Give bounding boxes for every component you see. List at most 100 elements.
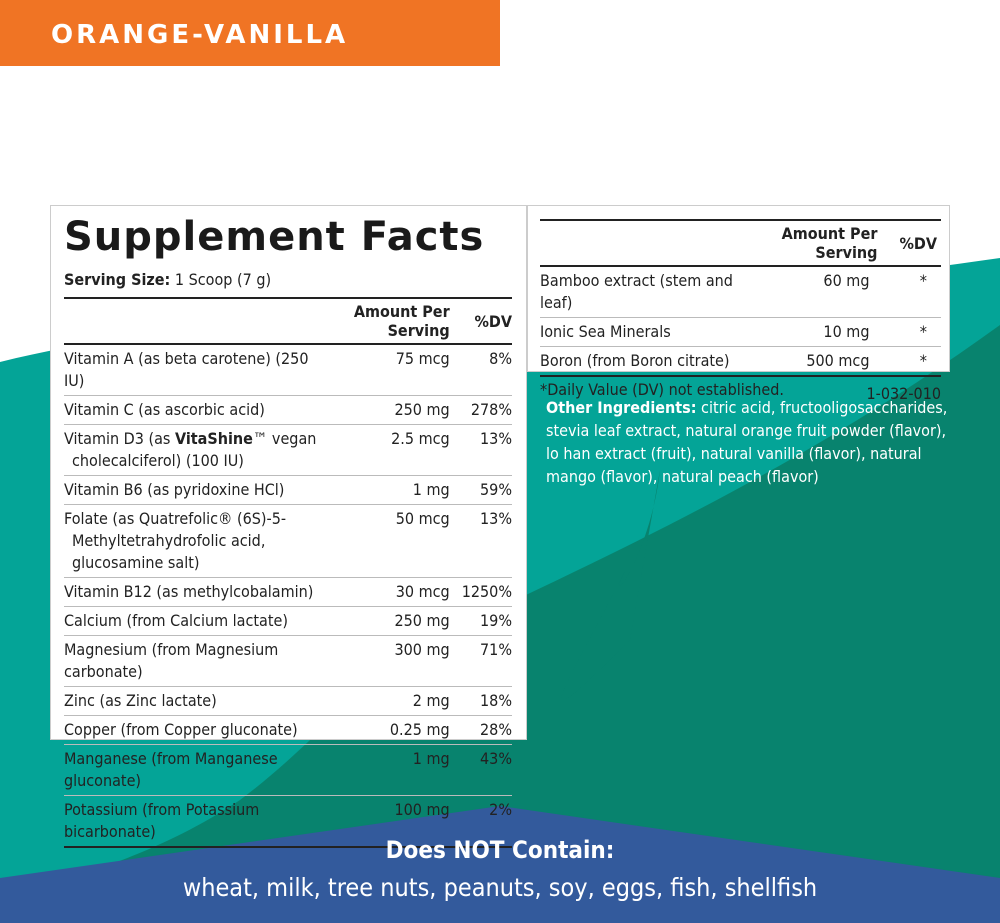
nutrient-name: Boron (from Boron citrate) <box>540 346 734 377</box>
table-row: Potassium (from Potassium bicarbonate) 10… <box>64 795 512 848</box>
nutrient-name: Calcium (from Calcium lactate) <box>64 606 319 636</box>
header-amount: Amount Per Serving <box>318 297 462 345</box>
amount: 1 mg <box>318 744 462 796</box>
brand-name: VitaShine <box>175 429 253 448</box>
table-row: Folate (as Quatrefolic® (6S)-5- Methyltet… <box>64 504 512 578</box>
facts-table-2: Amount Per Serving %DV Bamboo extract (st… <box>540 219 941 377</box>
table-row: Ionic Sea Minerals 10 mg * <box>540 317 941 347</box>
nutrient-name-part: Vitamin A (as beta carotene) (250 IU) <box>64 349 309 390</box>
nutrient-name-cont: cholecalciferol) (100 IU) <box>72 451 244 470</box>
daily-value: 59% <box>461 475 512 505</box>
header-dv: %DV <box>461 297 512 345</box>
amount: 250 mg <box>318 606 462 636</box>
daily-value: 13% <box>461 504 512 578</box>
daily-value: 19% <box>461 606 512 636</box>
amount: 100 mg <box>318 795 462 848</box>
table-row: Copper (from Copper gluconate) 0.25 mg 28% <box>64 715 512 745</box>
nutrient-name-part: Vitamin C (as ascorbic acid) <box>64 400 265 419</box>
table-row: Bamboo extract (stem and leaf) 60 mg * <box>540 266 941 318</box>
amount: 30 mcg <box>318 577 462 607</box>
amount: 75 mcg <box>318 344 462 396</box>
amount: 1 mg <box>318 475 462 505</box>
daily-value: * <box>899 266 941 318</box>
amount: 250 mg <box>318 395 462 425</box>
table-header: Amount Per Serving %DV <box>540 219 941 267</box>
nutrient-name: Potassium (from Potassium bicarbonate) <box>64 795 319 848</box>
amount: 2 mg <box>318 686 462 716</box>
nutrient-name-cont: glucosamine salt) <box>72 553 200 572</box>
daily-value: 13% <box>461 424 512 476</box>
header-dv: %DV <box>899 219 941 267</box>
nutrient-name: Vitamin B12 (as methylcobalamin) <box>64 577 319 607</box>
allergen-heading: Does NOT Contain: <box>385 836 615 864</box>
nutrient-name: Vitamin C (as ascorbic acid) <box>64 395 319 425</box>
daily-value: * <box>899 346 941 377</box>
other-ingredients-text: citric acid, fructooligosaccharides, ste… <box>546 398 948 486</box>
amount: 500 mcg <box>733 346 900 377</box>
amount: 60 mg <box>733 266 900 318</box>
header-amount: Amount Per Serving <box>733 219 900 267</box>
nutrient-name-part: Vitamin B6 (as pyridoxine HCl) <box>64 480 285 499</box>
serving-label: Serving Size: <box>64 270 171 289</box>
other-ingredients: Other Ingredients: citric acid, fructool… <box>546 396 956 488</box>
nutrient-name: Folate (as Quatrefolic® (6S)-5- Methyltet… <box>64 504 319 578</box>
nutrient-name-part: Calcium (from Calcium lactate) <box>64 611 288 630</box>
product-code: 1-032-010 <box>866 384 941 403</box>
allergen-list: wheat, milk, tree nuts, peanuts, soy, eg… <box>182 873 818 902</box>
nutrient-name-part: Vitamin D3 (as <box>64 429 175 448</box>
daily-value: 1250% <box>461 577 512 607</box>
nutrient-name-cont: Methyltetrahydrofolic acid, <box>72 531 266 550</box>
table-row: Vitamin B6 (as pyridoxine HCl) 1 mg 59% <box>64 475 512 505</box>
daily-value: 28% <box>461 715 512 745</box>
nutrient-name-part: Zinc (as Zinc lactate) <box>64 691 217 710</box>
nutrient-name-part: Manganese (from Manganese gluconate) <box>64 749 278 790</box>
nutrient-name: Magnesium (from Magnesium carbonate) <box>64 635 319 687</box>
table-row: Magnesium (from Magnesium carbonate) 300 … <box>64 635 512 687</box>
facts-title: Supplement Facts <box>64 214 485 260</box>
nutrient-name-part: Vitamin B12 (as methylcobalamin) <box>64 582 314 601</box>
nutrient-name-part: Folate (as Quatrefolic® (6S)-5- <box>64 509 287 528</box>
daily-value: 278% <box>461 395 512 425</box>
nutrient-name: Bamboo extract (stem and leaf) <box>540 266 734 318</box>
amount: 10 mg <box>733 317 900 347</box>
daily-value: 18% <box>461 686 512 716</box>
amount: 2.5 mcg <box>318 424 462 476</box>
nutrient-name-part: ™ vegan <box>252 429 317 448</box>
amount: 0.25 mg <box>318 715 462 745</box>
table-row: Calcium (from Calcium lactate) 250 mg 19% <box>64 606 512 636</box>
nutrient-name: Vitamin A (as beta carotene) (250 IU) <box>64 344 319 396</box>
nutrient-name: Zinc (as Zinc lactate) <box>64 686 319 716</box>
table-row: Vitamin A (as beta carotene) (250 IU) 75 … <box>64 344 512 396</box>
other-ingredients-label: Other Ingredients: <box>546 398 697 417</box>
nutrient-name: Ionic Sea Minerals <box>540 317 734 347</box>
daily-value: 2% <box>461 795 512 848</box>
amount: 50 mcg <box>318 504 462 578</box>
table-row: Boron (from Boron citrate) 500 mcg * <box>540 346 941 377</box>
daily-value: 8% <box>461 344 512 396</box>
nutrient-name-part: Magnesium (from Magnesium carbonate) <box>64 640 279 681</box>
table-row: Manganese (from Manganese gluconate) 1 mg… <box>64 744 512 796</box>
table-header: Amount Per Serving %DV <box>64 297 512 345</box>
nutrient-name-part: Potassium (from Potassium bicarbonate) <box>64 800 260 841</box>
flavor-banner: ORANGE-VANILLA <box>0 0 500 66</box>
facts-table: Amount Per Serving %DV Vitamin A (as beta… <box>64 297 512 848</box>
nutrient-name: Vitamin B6 (as pyridoxine HCl) <box>64 475 319 505</box>
dark-teal-leaf <box>561 470 660 701</box>
daily-value: 71% <box>461 635 512 687</box>
blue-band <box>0 806 1000 923</box>
amount: 300 mg <box>318 635 462 687</box>
table-row: Zinc (as Zinc lactate) 2 mg 18% <box>64 686 512 716</box>
table-row: Vitamin D3 (as VitaShine™ vegan cholecalc… <box>64 424 512 476</box>
serving-size: Serving Size: 1 Scoop (7 g) <box>64 270 512 289</box>
additional-facts-panel: Amount Per Serving %DV Bamboo extract (st… <box>527 205 950 403</box>
daily-value: * <box>899 317 941 347</box>
serving-value: 1 Scoop (7 g) <box>174 270 272 289</box>
nutrient-name: Copper (from Copper gluconate) <box>64 715 319 745</box>
supplement-facts-panel: Supplement Facts Serving Size: 1 Scoop (… <box>50 205 527 848</box>
daily-value: 43% <box>461 744 512 796</box>
table-row: Vitamin C (as ascorbic acid) 250 mg 278% <box>64 395 512 425</box>
nutrient-name: Vitamin D3 (as VitaShine™ vegan cholecalc… <box>64 424 319 476</box>
table-row: Vitamin B12 (as methylcobalamin) 30 mcg 12… <box>64 577 512 607</box>
nutrient-name: Manganese (from Manganese gluconate) <box>64 744 319 796</box>
nutrient-name-part: Copper (from Copper gluconate) <box>64 720 298 739</box>
